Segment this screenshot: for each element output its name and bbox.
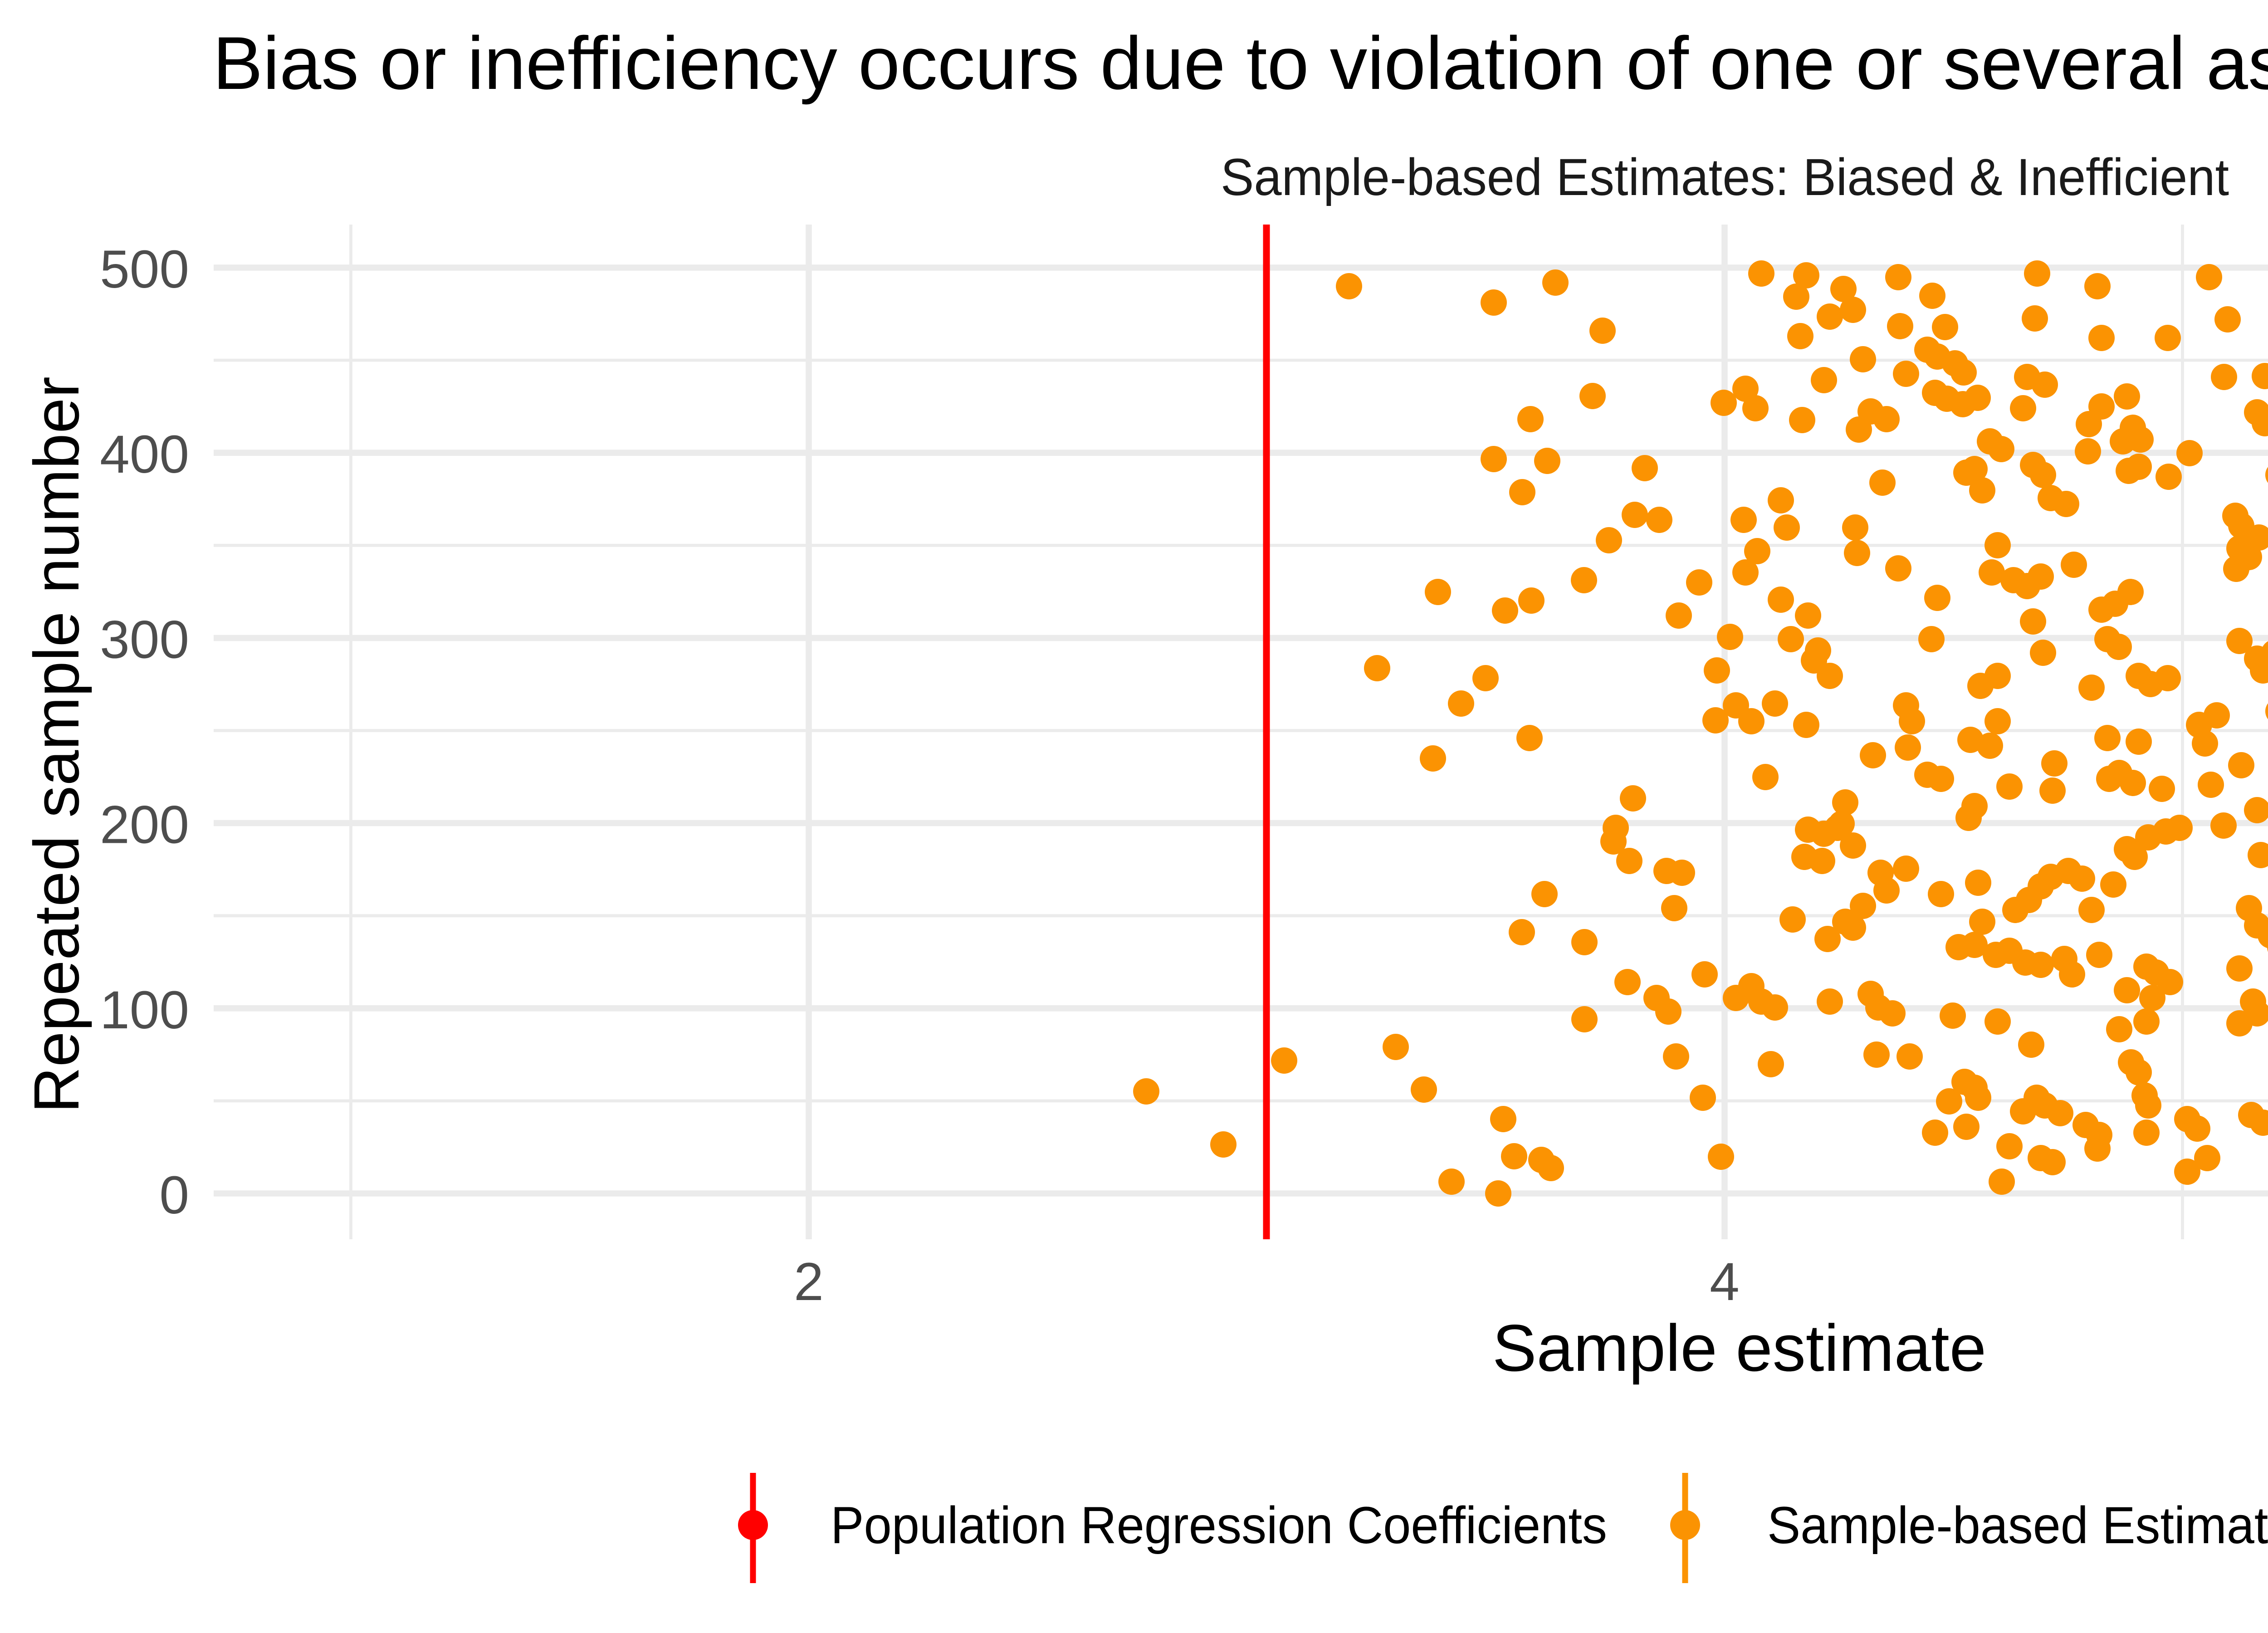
svg-text:300: 300 [100, 610, 189, 670]
svg-text:200: 200 [100, 795, 189, 855]
svg-text:400: 400 [100, 425, 189, 484]
svg-text:Repeated sample number: Repeated sample number [20, 376, 92, 1113]
svg-text:Sample estimate: Sample estimate [1492, 1311, 1986, 1385]
svg-text:Sample-based Estimates: Biased: Sample-based Estimates: Biased & Ineffic… [1767, 1496, 2268, 1555]
svg-text:500: 500 [100, 240, 189, 299]
svg-text:100: 100 [100, 980, 189, 1040]
svg-text:Population Regression Coeffici: Population Regression Coefficients [831, 1496, 1607, 1555]
svg-text:Bias or inefficiency occurs du: Bias or inefficiency occurs due to viola… [213, 21, 2268, 105]
svg-text:4: 4 [1710, 1252, 1740, 1312]
svg-text:0: 0 [159, 1165, 189, 1225]
svg-text:Sample-based Estimates: Biased: Sample-based Estimates: Biased & Ineffic… [1221, 148, 2229, 206]
svg-text:2: 2 [794, 1252, 824, 1312]
